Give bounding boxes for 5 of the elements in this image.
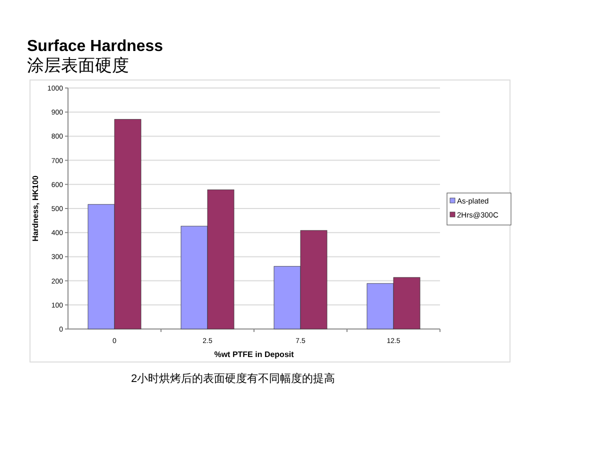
text: 2小时烘烤后的表面硬度有不同幅度的提高 [131,372,336,385]
chart-subtitle: 涂层表面硬度 [27,56,129,75]
y-axis-title: Hardness, HK100 [31,175,40,242]
chart-title: Surface Hardness [27,38,164,55]
x-axis-title: %wt PTFE in Deposit [214,350,294,359]
